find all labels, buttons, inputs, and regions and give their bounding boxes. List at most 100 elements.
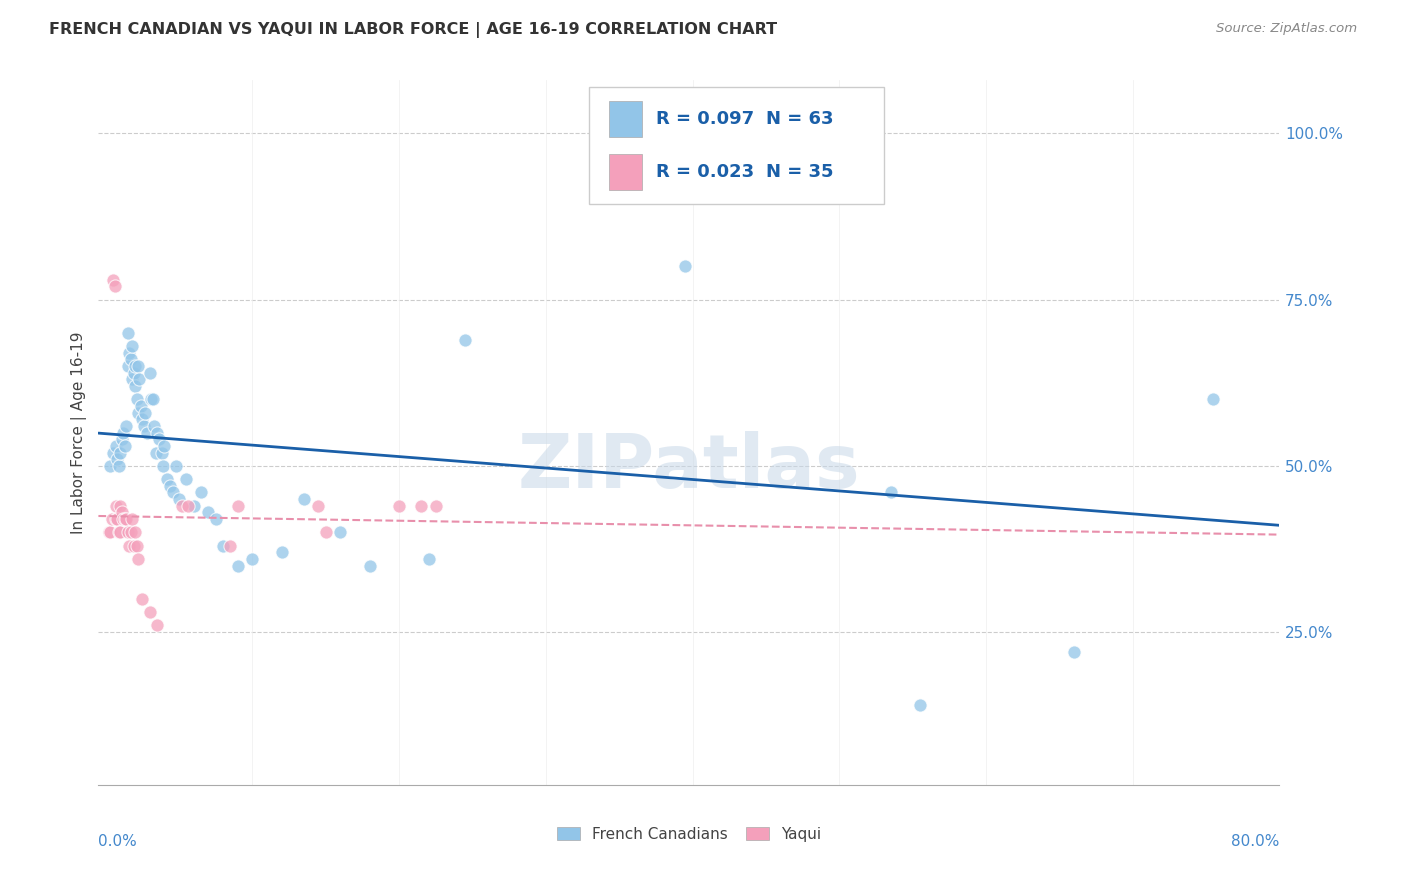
Point — [105, 499, 128, 513]
Text: N = 35: N = 35 — [766, 163, 834, 181]
Point — [120, 525, 142, 540]
Point — [131, 591, 153, 606]
Point — [105, 439, 128, 453]
Point — [134, 406, 156, 420]
Point — [308, 499, 330, 513]
Point — [135, 425, 157, 440]
Point — [112, 512, 135, 526]
Point — [112, 425, 135, 440]
Point — [110, 499, 132, 513]
Point — [115, 512, 138, 526]
Point — [124, 525, 146, 540]
Point — [111, 505, 134, 519]
Point — [110, 445, 132, 459]
Point — [292, 492, 315, 507]
Point — [124, 359, 146, 373]
Point — [150, 445, 173, 459]
Text: N = 63: N = 63 — [766, 110, 834, 128]
Point — [142, 392, 165, 407]
Point — [139, 605, 162, 619]
Point — [425, 499, 447, 513]
Point — [153, 439, 176, 453]
Point — [127, 359, 149, 373]
Point — [226, 558, 249, 573]
Point — [204, 512, 226, 526]
Point — [107, 452, 129, 467]
Point — [121, 372, 143, 386]
Point — [190, 485, 212, 500]
Point — [115, 419, 138, 434]
Point — [673, 260, 696, 274]
Point — [219, 539, 242, 553]
Point — [226, 499, 249, 513]
Point — [176, 472, 198, 486]
Point — [1202, 392, 1225, 407]
Point — [315, 525, 337, 540]
Point — [121, 512, 143, 526]
Point — [111, 432, 134, 446]
Point — [183, 499, 205, 513]
Point — [146, 425, 169, 440]
FancyBboxPatch shape — [609, 101, 641, 137]
Point — [141, 392, 163, 407]
Point — [124, 379, 146, 393]
Point — [132, 419, 155, 434]
Point — [418, 552, 440, 566]
Point — [107, 512, 129, 526]
Text: 80.0%: 80.0% — [1232, 834, 1279, 849]
Point — [148, 432, 170, 446]
Point — [100, 512, 122, 526]
Point — [162, 485, 184, 500]
Point — [159, 479, 181, 493]
Point — [152, 458, 174, 473]
Point — [131, 412, 153, 426]
Point — [197, 505, 219, 519]
Point — [128, 372, 150, 386]
Point — [1063, 645, 1085, 659]
Point — [129, 399, 152, 413]
Point — [117, 359, 139, 373]
Point — [105, 512, 128, 526]
Point — [170, 499, 193, 513]
Point — [139, 366, 162, 380]
Point — [156, 472, 179, 486]
Point — [145, 445, 167, 459]
Point — [101, 273, 124, 287]
Point — [454, 333, 477, 347]
Y-axis label: In Labor Force | Age 16-19: In Labor Force | Age 16-19 — [72, 331, 87, 534]
Point — [125, 539, 148, 553]
Point — [122, 539, 145, 553]
Point — [411, 499, 433, 513]
Point — [127, 406, 149, 420]
Point — [359, 558, 381, 573]
Point — [908, 698, 931, 713]
Point — [120, 352, 142, 367]
Point — [117, 525, 139, 540]
FancyBboxPatch shape — [589, 87, 884, 203]
Point — [879, 485, 901, 500]
Point — [121, 339, 143, 353]
Point — [177, 499, 200, 513]
Point — [108, 525, 131, 540]
Point — [270, 545, 292, 559]
Point — [388, 499, 411, 513]
Text: FRENCH CANADIAN VS YAQUI IN LABOR FORCE | AGE 16-19 CORRELATION CHART: FRENCH CANADIAN VS YAQUI IN LABOR FORCE … — [49, 22, 778, 38]
Point — [242, 552, 264, 566]
Point — [146, 618, 169, 632]
Legend: French Canadians, Yaqui: French Canadians, Yaqui — [551, 821, 827, 847]
Point — [110, 525, 132, 540]
FancyBboxPatch shape — [609, 153, 641, 190]
Point — [329, 525, 352, 540]
Point — [165, 458, 187, 473]
Text: ZIPatlas: ZIPatlas — [517, 432, 860, 504]
Point — [212, 539, 235, 553]
Point — [114, 512, 136, 526]
Point — [122, 366, 145, 380]
Point — [143, 419, 166, 434]
Point — [114, 439, 136, 453]
Point — [101, 445, 124, 459]
Point — [118, 346, 141, 360]
Point — [108, 458, 131, 473]
Text: R = 0.023: R = 0.023 — [655, 163, 754, 181]
Text: R = 0.097: R = 0.097 — [655, 110, 754, 128]
